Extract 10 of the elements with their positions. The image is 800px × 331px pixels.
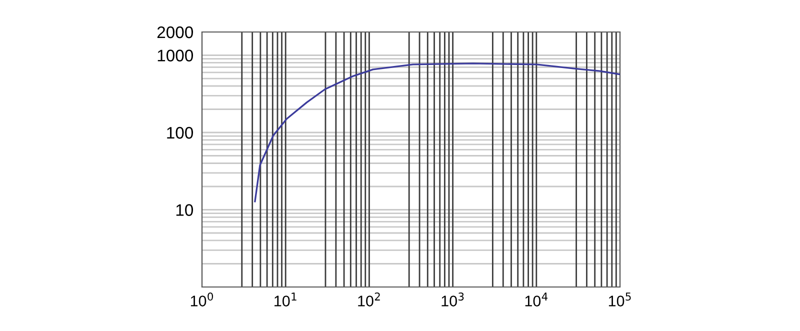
x-tick-label: 10$^{0}$ (190, 292, 214, 306)
y-tick-label: 100 (167, 126, 194, 139)
x-tick-label: 10$^{2}$ (358, 292, 380, 306)
x-tick-label: 10$^{3}$ (442, 292, 464, 306)
y-tick-label: 2000 (157, 26, 194, 38)
y-tick-label: 1000 (158, 50, 194, 62)
x-tick-label: 10$^{4}$ (525, 292, 548, 306)
x-tick-label: 10$^{1}$ (274, 292, 296, 306)
x-tick-label: 10$^{5}$ (608, 292, 631, 306)
y-tick-label: 10 (176, 204, 194, 216)
